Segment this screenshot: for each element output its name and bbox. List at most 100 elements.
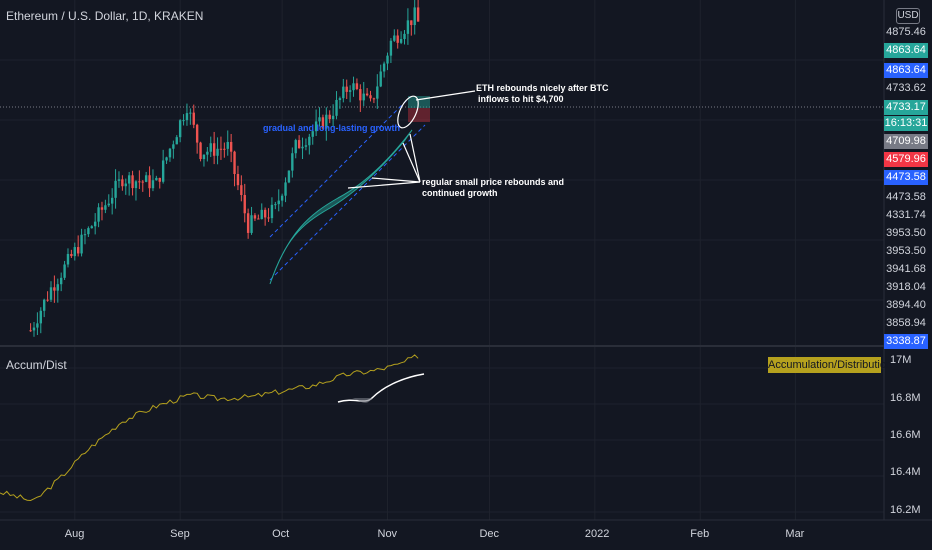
candle-body [144,175,148,182]
candle-body [59,277,63,285]
price-badge: 4733.17 [884,100,928,115]
candle-body [76,247,80,254]
candle-body [263,209,267,218]
rebound-circle [397,95,419,129]
price-tick-label: 4733.62 [886,82,926,94]
candle-body [46,299,49,301]
candle-body [226,141,229,149]
candle-body [175,137,178,145]
candle-body [352,83,355,91]
candle-body [90,226,93,229]
growth-path-highlight [269,129,413,285]
candle-body [216,148,219,156]
candle-body [93,221,97,227]
annotation-channel: gradual and long-lasting growth [263,123,400,133]
price-tick-label: 4473.58 [886,191,926,203]
candle-body [178,120,182,138]
candle-body [413,7,416,26]
candle-body [321,117,325,129]
price-badge: 4863.64 [884,43,928,58]
candle-body [87,228,90,235]
candle-body [192,112,195,125]
annotation-mid: regular small price rebounds and continu… [422,177,564,199]
candle-body [362,93,365,101]
candle-body [223,148,226,150]
candle-body [284,182,287,196]
indicator-tick-label: 17M [890,354,912,367]
candle-body [104,205,107,210]
accum-dist-dip-shade [352,398,372,403]
candle-body [267,217,270,219]
candle-body [236,174,240,186]
candle-body [359,89,362,101]
candle-body [83,234,87,236]
candle-body [270,204,274,219]
candle-body [406,20,410,34]
candle-body [63,264,66,278]
arrow-top [415,90,476,101]
candle-body [161,160,165,182]
candle-body [335,99,338,116]
candle-body [243,195,246,214]
currency-button[interactable]: USD [896,8,920,24]
annotation-top-line-2: inflows to hit $4,700 [478,94,564,104]
annotation-mid-line-1: regular small price rebounds and [422,177,565,187]
annotation-mid-line-2: continued growth [422,188,498,198]
candle-body [206,151,209,155]
candle-body [294,140,297,154]
candle-body [338,98,342,100]
target-box-lower [408,108,430,122]
price-tick-label: 3941.68 [886,263,926,275]
candle-body [382,63,386,72]
candle-body [393,35,396,41]
candle-body [246,213,250,233]
candle-body [233,151,236,175]
candle-body [308,136,311,146]
candle-body [304,145,308,147]
candle-body [229,141,233,152]
candle-body [328,114,331,120]
price-badge: 4709.98 [884,134,928,149]
candle-body [114,180,117,198]
candle-body [138,181,141,183]
candle-body [386,55,389,64]
candle-body [189,112,192,114]
price-badge: 4473.58 [884,170,928,185]
price-tick-label: 3858.94 [886,317,926,329]
candle-body [369,95,372,99]
candle-body [365,93,369,96]
price-badge: 4863.64 [884,63,928,78]
arrow-mid-1 [371,177,421,183]
candle-body [100,207,104,210]
candle-body [280,195,284,201]
price-tick-label: 4875.46 [886,26,926,38]
candle-body [331,115,335,120]
candle-body [342,86,345,99]
time-tick-label: Mar [785,528,805,540]
candle-body [372,98,376,100]
candle-body [389,40,393,56]
candle-body [314,121,318,132]
candle-body [253,215,257,219]
candle-body [209,143,212,152]
candle-body [56,284,59,291]
arrow-mid-4 [409,133,421,183]
indicator-badge: Accumulation/Distribution [768,357,893,373]
candle-body [297,140,301,149]
price-badge: 16:13:31 [884,116,928,131]
candle-body [39,310,42,324]
candle-body [257,218,260,220]
candle-body [376,86,379,99]
annotation-top-line-1: ETH rebounds nicely after BTC [476,83,609,93]
candle-body [410,20,413,26]
candle-body [73,247,76,257]
indicator-tick-label: 16.8M [890,391,921,404]
price-tick-label: 3953.50 [886,227,926,239]
time-tick-label: Nov [377,528,398,540]
candle-body [311,131,314,137]
arrow-mid-2 [347,181,421,189]
candle-body [287,170,291,183]
candle-body [127,175,131,184]
price-tick-label: 3918.04 [886,281,926,293]
